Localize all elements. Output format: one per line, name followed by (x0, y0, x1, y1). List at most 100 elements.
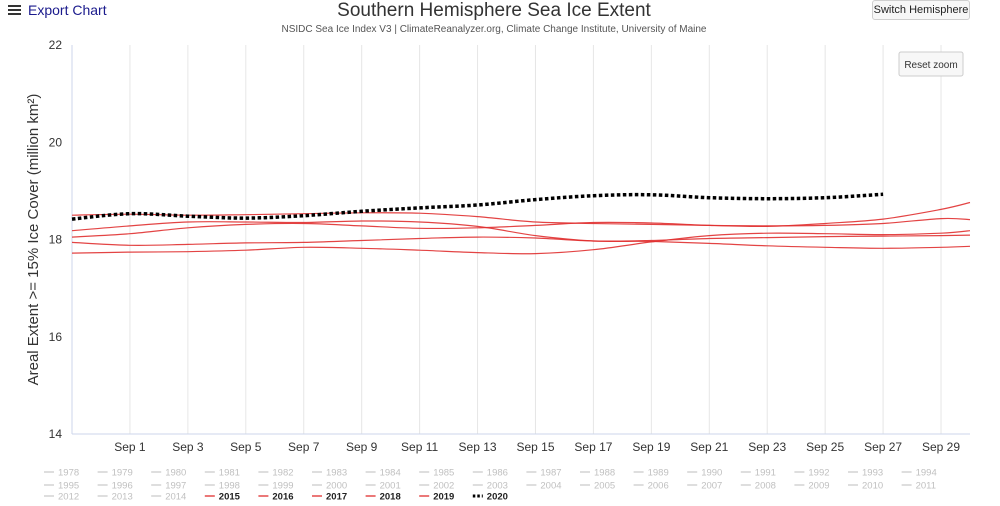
legend-label[interactable]: 1981 (219, 468, 240, 479)
legend-item-1980[interactable]: 1980 (151, 468, 186, 479)
legend-label[interactable]: 1989 (648, 468, 669, 479)
legend-item-1985[interactable]: 1985 (419, 468, 454, 479)
reset-zoom-button[interactable]: Reset zoom (898, 51, 964, 77)
legend-item-2012[interactable]: 2012 (44, 492, 79, 503)
x-tick-label: Sep 9 (346, 440, 378, 454)
legend-item-1998[interactable]: 1998 (204, 481, 240, 492)
series-line-2018[interactable] (71, 220, 971, 249)
legend-item-1984[interactable]: 1984 (365, 468, 401, 479)
legend-item-1983[interactable]: 1983 (312, 468, 347, 479)
series-line-2015[interactable] (71, 201, 971, 238)
legend-item-2004[interactable]: 2004 (526, 481, 562, 492)
legend-item-1993[interactable]: 1993 (848, 468, 883, 479)
legend-item-2020[interactable]: 2020 (472, 492, 508, 503)
switch-hemisphere-button[interactable]: Switch Hemisphere (872, 0, 970, 20)
legend-label[interactable]: 1979 (112, 468, 133, 479)
legend-item-2003[interactable]: 2003 (472, 481, 508, 492)
legend-label[interactable]: 1985 (433, 468, 454, 479)
legend-label[interactable]: 2011 (916, 481, 936, 492)
legend-item-1979[interactable]: 1979 (97, 468, 133, 479)
legend-label[interactable]: 2003 (487, 481, 508, 492)
legend-item-1994[interactable]: 1994 (901, 468, 937, 479)
legend-label[interactable]: 2001 (380, 481, 401, 492)
legend-item-2000[interactable]: 2000 (312, 481, 347, 492)
legend-item-2008[interactable]: 2008 (740, 481, 776, 492)
legend-item-1992[interactable]: 1992 (794, 468, 830, 479)
x-tick-label: Sep 3 (172, 440, 204, 454)
legend-label[interactable]: 1998 (219, 481, 240, 492)
legend-label[interactable]: 1996 (112, 481, 133, 492)
legend-item-2018[interactable]: 2018 (365, 492, 401, 503)
legend-label[interactable]: 2004 (540, 481, 561, 492)
legend-label[interactable]: 2009 (808, 481, 829, 492)
legend-item-2013[interactable]: 2013 (97, 492, 133, 503)
legend-item-1988[interactable]: 1988 (580, 468, 615, 479)
legend-label[interactable]: 2006 (648, 481, 669, 492)
legend-label[interactable]: 2002 (433, 481, 454, 492)
legend-label[interactable]: 2015 (219, 492, 241, 503)
legend-item-1978[interactable]: 1978 (44, 468, 79, 479)
legend-item-2019[interactable]: 2019 (419, 492, 454, 503)
legend-item-2011[interactable]: 2011 (901, 481, 936, 492)
legend-label[interactable]: 1978 (58, 468, 79, 479)
legend-label[interactable]: 1980 (165, 468, 186, 479)
series-line-2020[interactable] (71, 192, 884, 221)
legend-item-2002[interactable]: 2002 (419, 481, 454, 492)
reset-zoom-button-bg[interactable] (898, 51, 964, 77)
chart-title: Southern Hemisphere Sea Ice Extent (337, 0, 651, 21)
legend-label[interactable]: 2000 (326, 481, 347, 492)
export-chart-menu[interactable]: Export Chart (8, 2, 107, 18)
legend-item-1995[interactable]: 1995 (44, 481, 79, 492)
legend-label[interactable]: 2010 (862, 481, 883, 492)
legend-label[interactable]: 2005 (594, 481, 615, 492)
legend-label[interactable]: 2017 (326, 492, 347, 503)
series-line-2019[interactable] (71, 212, 971, 227)
legend-label[interactable]: 1984 (380, 468, 401, 479)
legend-item-2014[interactable]: 2014 (151, 492, 186, 503)
legend-item-2001[interactable]: 2001 (365, 481, 401, 492)
legend-label[interactable]: 2016 (272, 492, 293, 503)
series-line-2016[interactable] (71, 230, 971, 255)
legend-label[interactable]: 1997 (165, 481, 186, 492)
legend-label[interactable]: 2012 (58, 492, 79, 503)
legend-label[interactable]: 2013 (112, 492, 133, 503)
legend-item-2017[interactable]: 2017 (312, 492, 347, 503)
legend-item-2006[interactable]: 2006 (633, 481, 669, 492)
legend-item-2010[interactable]: 2010 (848, 481, 883, 492)
legend-item-1990[interactable]: 1990 (687, 468, 722, 479)
legend-label[interactable]: 2008 (755, 481, 776, 492)
legend-item-1991[interactable]: 1991 (740, 468, 776, 479)
legend-item-1996[interactable]: 1996 (97, 481, 133, 492)
legend-label[interactable]: 1982 (272, 468, 293, 479)
series-line-2017[interactable] (71, 234, 971, 246)
legend-item-1981[interactable]: 1981 (204, 468, 240, 479)
legend-label[interactable]: 1993 (862, 468, 883, 479)
legend-item-1997[interactable]: 1997 (151, 481, 186, 492)
legend-item-1987[interactable]: 1987 (526, 468, 562, 479)
legend-label[interactable]: 2007 (701, 481, 722, 492)
legend-item-2009[interactable]: 2009 (794, 481, 830, 492)
legend-item-1986[interactable]: 1986 (472, 468, 508, 479)
legend-label[interactable]: 1991 (755, 468, 776, 479)
legend-item-1989[interactable]: 1989 (633, 468, 669, 479)
legend-item-1999[interactable]: 1999 (258, 481, 294, 492)
legend-label[interactable]: 1999 (272, 481, 293, 492)
reset-zoom-label[interactable]: Reset zoom (904, 60, 957, 71)
legend-label[interactable]: 2018 (380, 492, 401, 503)
legend-item-2007[interactable]: 2007 (687, 481, 722, 492)
legend-label[interactable]: 1990 (701, 468, 722, 479)
legend-label[interactable]: 2019 (433, 492, 454, 503)
legend-item-1982[interactable]: 1982 (258, 468, 294, 479)
legend-label[interactable]: 1983 (326, 468, 347, 479)
legend-label[interactable]: 1986 (487, 468, 508, 479)
legend-label[interactable]: 1992 (808, 468, 829, 479)
legend-label[interactable]: 1987 (540, 468, 561, 479)
legend-label[interactable]: 1988 (594, 468, 615, 479)
legend-label[interactable]: 1995 (58, 481, 79, 492)
legend-label[interactable]: 2020 (487, 492, 508, 503)
legend-item-2005[interactable]: 2005 (580, 481, 615, 492)
legend-label[interactable]: 1994 (916, 468, 937, 479)
legend-item-2016[interactable]: 2016 (258, 492, 294, 503)
legend-label[interactable]: 2014 (165, 492, 186, 503)
legend-item-2015[interactable]: 2015 (204, 492, 241, 503)
